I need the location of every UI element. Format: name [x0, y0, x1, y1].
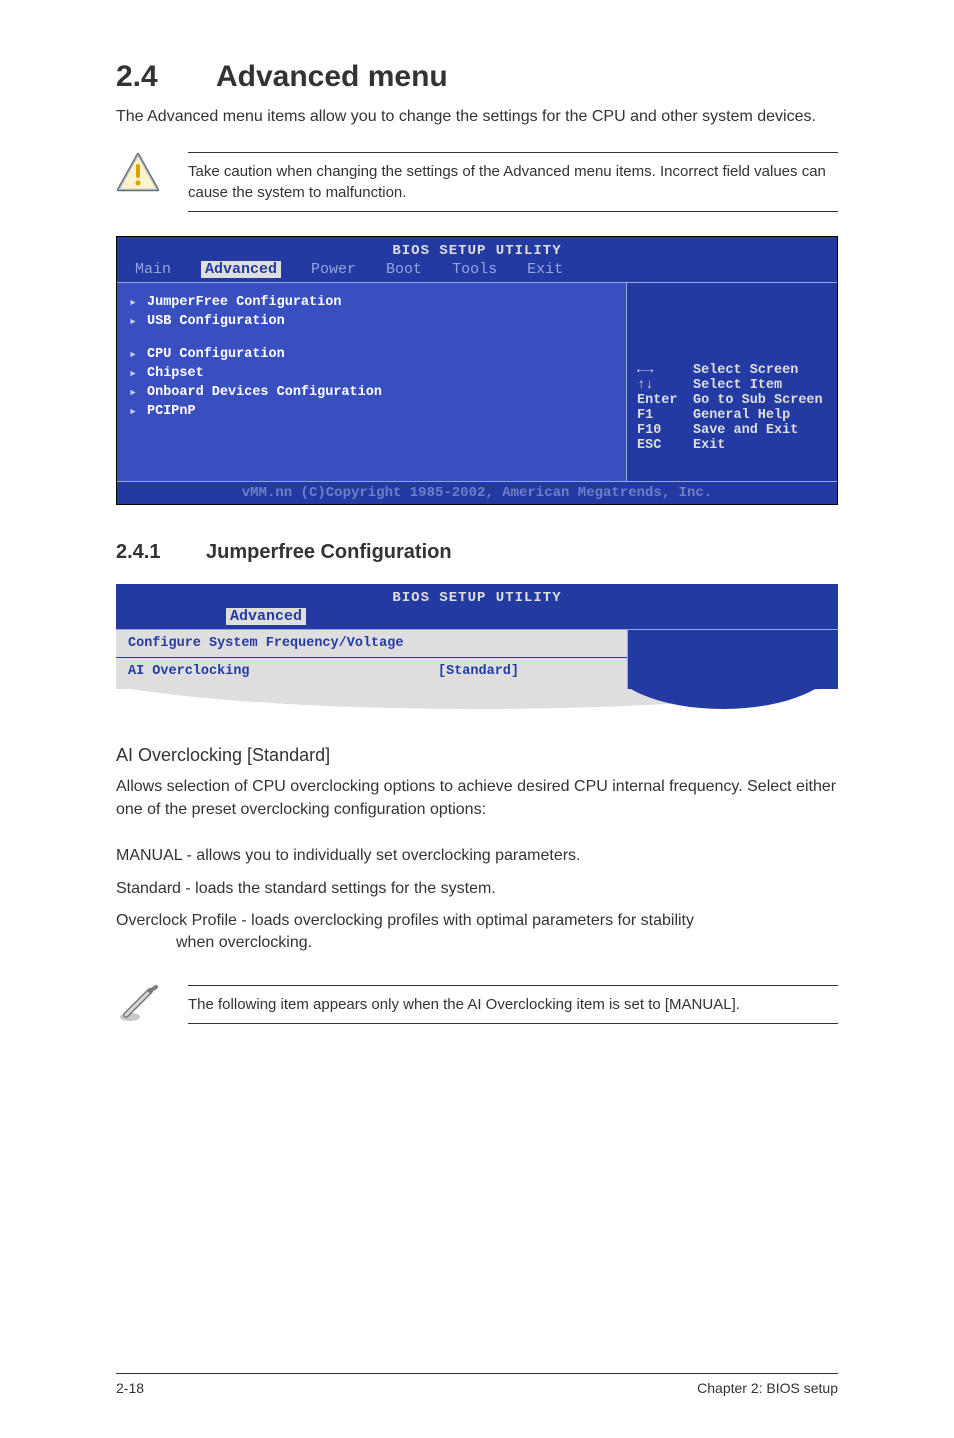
bios-menu-item: ▸PCIPnP [129, 402, 614, 421]
submenu-arrow-icon: ▸ [129, 294, 147, 311]
help-desc: Select Item [693, 378, 782, 393]
option-overclock-line2: when overclocking. [116, 932, 838, 954]
bios-item-label: Onboard Devices Configuration [147, 385, 382, 400]
option-manual: MANUAL - allows you to individually set … [116, 845, 838, 867]
section-heading: 2.4.1Jumperfree Configuration [116, 541, 838, 564]
submenu-arrow-icon: ▸ [129, 403, 147, 420]
page-footer: 2-18 Chapter 2: BIOS setup [116, 1373, 838, 1396]
bios-subheading: Configure System Frequency/Voltage [116, 630, 627, 658]
submenu-arrow-icon: ▸ [129, 384, 147, 401]
note-callout: The following item appears only when the… [116, 985, 838, 1030]
bios-footer: vMM.nn (C)Copyright 1985-2002, American … [117, 481, 837, 504]
bios-title: BIOS SETUP UTILITY [117, 237, 837, 259]
bios-menu-item: ▸Chipset [129, 364, 614, 383]
help-key: ←→ [637, 363, 693, 378]
page-number: 2-18 [116, 1380, 144, 1396]
note-icon [116, 985, 160, 1030]
setting-label: AI Overclocking [128, 664, 438, 679]
help-key: F1 [637, 408, 693, 423]
note-text: The following item appears only when the… [188, 985, 838, 1024]
help-key: ↑↓ [637, 378, 693, 393]
help-key: Enter [637, 393, 693, 408]
help-desc: Select Screen [693, 363, 798, 378]
help-key: F10 [637, 423, 693, 438]
help-desc: General Help [693, 408, 790, 423]
submenu-arrow-icon: ▸ [129, 313, 147, 330]
bios-tab-boot: Boot [386, 261, 422, 278]
bios-help-panel [628, 630, 838, 689]
help-desc: Exit [693, 438, 725, 453]
submenu-arrow-icon: ▸ [129, 365, 147, 382]
bios-tab-main: Main [135, 261, 171, 278]
option-overclock-line1: Overclock Profile - loads overclocking p… [116, 912, 694, 929]
bios-tab-bar: Main Advanced Power Boot Tools Exit [117, 259, 837, 282]
bios-left-panel: ▸JumperFree Configuration ▸USB Configura… [117, 283, 627, 481]
bios-tab-power: Power [311, 261, 356, 278]
section-title: Jumperfree Configuration [206, 541, 452, 563]
help-desc: Save and Exit [693, 423, 798, 438]
bios-tab-advanced: Advanced [226, 608, 306, 625]
bios-item-label: JumperFree Configuration [147, 295, 341, 310]
bios-tab-tools: Tools [452, 261, 497, 278]
bios-left-panel: Configure System Frequency/Voltage AI Ov… [116, 630, 628, 689]
section-number: 2.4.1 [116, 541, 206, 564]
subsection-title: AI Overclocking [Standard] [116, 745, 838, 766]
help-desc: Go to Sub Screen [693, 393, 823, 408]
bios-item-label: Chipset [147, 366, 204, 381]
bios-tab-bar: Advanced [116, 606, 838, 629]
bios-item-label: USB Configuration [147, 314, 285, 329]
caution-icon [116, 152, 160, 197]
option-overclock: Overclock Profile - loads overclocking p… [116, 910, 838, 955]
bios-item-label: CPU Configuration [147, 347, 285, 362]
intro-paragraph: The Advanced menu items allow you to cha… [116, 106, 838, 128]
bios-tab-advanced: Advanced [201, 261, 281, 278]
option-standard: Standard - loads the standard settings f… [116, 878, 838, 900]
subsection-body: Allows selection of CPU overclocking opt… [116, 776, 838, 821]
bios-menu-item: ▸Onboard Devices Configuration [129, 383, 614, 402]
caution-callout: Take caution when changing the settings … [116, 152, 838, 212]
bios-item-label: PCIPnP [147, 404, 196, 419]
setting-value: [Standard] [438, 664, 519, 679]
page-heading: 2.4Advanced menu [116, 60, 838, 94]
bios-title: BIOS SETUP UTILITY [116, 584, 838, 606]
heading-title: Advanced menu [216, 60, 448, 93]
chapter-label: Chapter 2: BIOS setup [697, 1380, 838, 1396]
heading-number: 2.4 [116, 60, 216, 94]
bios-help-panel: ←→Select Screen ↑↓Select Item EnterGo to… [627, 283, 837, 481]
help-key: ESC [637, 438, 693, 453]
bios-sub-screenshot: BIOS SETUP UTILITY Advanced Configure Sy… [116, 584, 838, 713]
bios-menu-item: ▸JumperFree Configuration [129, 293, 614, 312]
bios-main-screenshot: BIOS SETUP UTILITY Main Advanced Power B… [116, 236, 838, 505]
bios-tab-exit: Exit [527, 261, 563, 278]
caution-text: Take caution when changing the settings … [188, 152, 838, 212]
bios-setting-row: AI Overclocking [Standard] [116, 658, 627, 689]
bios-menu-item: ▸USB Configuration [129, 312, 614, 331]
submenu-arrow-icon: ▸ [129, 346, 147, 363]
bios-menu-item: ▸CPU Configuration [129, 345, 614, 364]
